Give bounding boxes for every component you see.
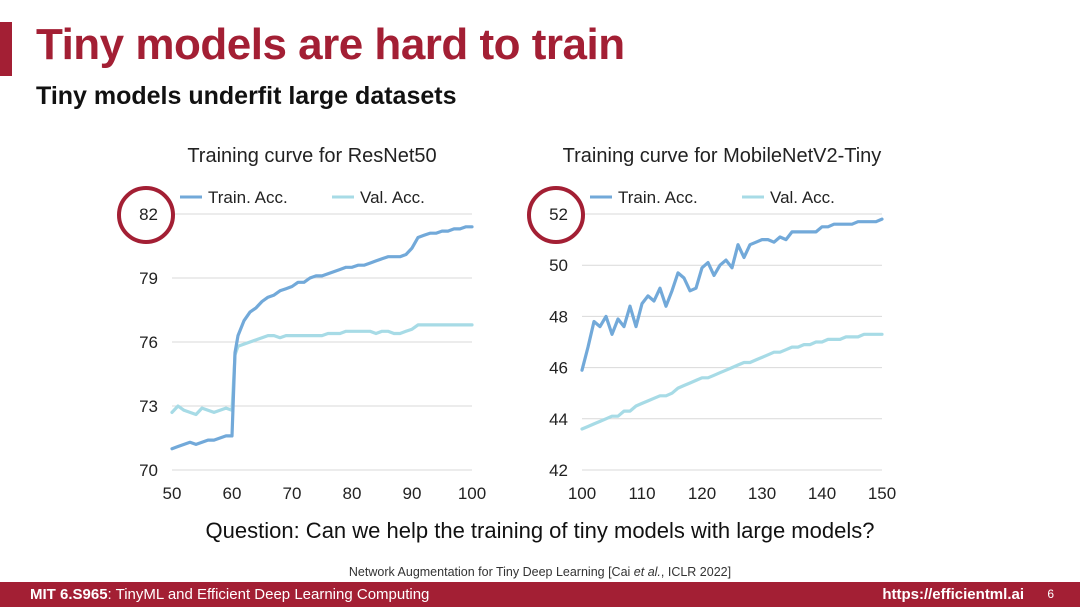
footer-course-code: MIT 6.S965 [30, 586, 108, 603]
citation-suffix: , ICLR 2022] [660, 565, 732, 579]
x-tick-label: 70 [283, 484, 302, 503]
title-accent-bar [0, 22, 12, 76]
mobilenetv2-tiny-training-chart: Training curve for MobileNetV2-Tiny Train… [527, 145, 896, 503]
slide-title: Tiny models are hard to train [36, 20, 625, 69]
footer-bar: MIT 6.S965: TinyML and Efficient Deep Le… [0, 582, 1080, 607]
highlight-circle [527, 186, 585, 244]
resnet50-training-chart: Training curve for ResNet50 Train. Acc. Va… [117, 145, 486, 503]
x-tick-label: 150 [868, 484, 896, 503]
x-tick-label: 80 [343, 484, 362, 503]
legend-label-train-acc: Train. Acc. [618, 188, 698, 207]
legend-label-val-acc: Val. Acc. [360, 188, 425, 207]
legend-label-val-acc: Val. Acc. [770, 188, 835, 207]
series-line-train-acc [580, 217, 884, 372]
citation-prefix: Network Augmentation for Tiny Deep Learn… [348, 565, 634, 579]
question-text: Question: Can we help the training of ti… [205, 518, 875, 543]
x-tick-label: 90 [403, 484, 422, 503]
y-tick-label: 42 [549, 461, 568, 480]
chart-legend: Train. Acc. Val. Acc. [180, 188, 425, 207]
x-tick-label: 120 [688, 484, 716, 503]
y-tick-label: 46 [549, 359, 568, 378]
y-tick-label: 76 [139, 333, 158, 352]
x-tick-label: 100 [568, 484, 596, 503]
chart-title: Training curve for MobileNetV2-Tiny [563, 145, 882, 167]
series-line-val-acc [170, 323, 474, 417]
x-tick-label: 50 [163, 484, 182, 503]
slide-subtitle: Tiny models underfit large datasets [36, 82, 457, 110]
footer-url: https://efficientml.ai [882, 586, 1024, 603]
x-tick-label: 130 [748, 484, 776, 503]
y-tick-label: 50 [549, 256, 568, 275]
y-tick-label: 44 [549, 410, 568, 429]
footer-course: MIT 6.S965: TinyML and Efficient Deep Le… [30, 586, 429, 603]
citation-et-al: et al. [633, 565, 661, 579]
chart-title: Training curve for ResNet50 [187, 145, 436, 167]
y-tick-label: 82 [139, 205, 158, 224]
chart-legend: Train. Acc. Val. Acc. [590, 188, 835, 207]
y-tick-label: 48 [549, 307, 568, 326]
citation: Network Augmentation for Tiny Deep Learn… [0, 565, 1080, 579]
y-tick-label: 52 [549, 205, 568, 224]
x-tick-label: 140 [808, 484, 836, 503]
x-tick-label: 100 [458, 484, 486, 503]
x-tick-label: 60 [223, 484, 242, 503]
highlight-circle [117, 186, 175, 244]
legend-label-train-acc: Train. Acc. [208, 188, 288, 207]
page-number: 6 [1047, 587, 1054, 601]
footer-course-name: : TinyML and Efficient Deep Learning Com… [107, 586, 430, 603]
x-tick-label: 110 [628, 484, 655, 503]
series-line-train-acc [170, 225, 474, 451]
y-tick-label: 79 [139, 269, 158, 288]
y-tick-label: 73 [139, 397, 158, 416]
y-tick-label: 70 [139, 461, 158, 480]
series-line-val-acc [580, 332, 884, 431]
